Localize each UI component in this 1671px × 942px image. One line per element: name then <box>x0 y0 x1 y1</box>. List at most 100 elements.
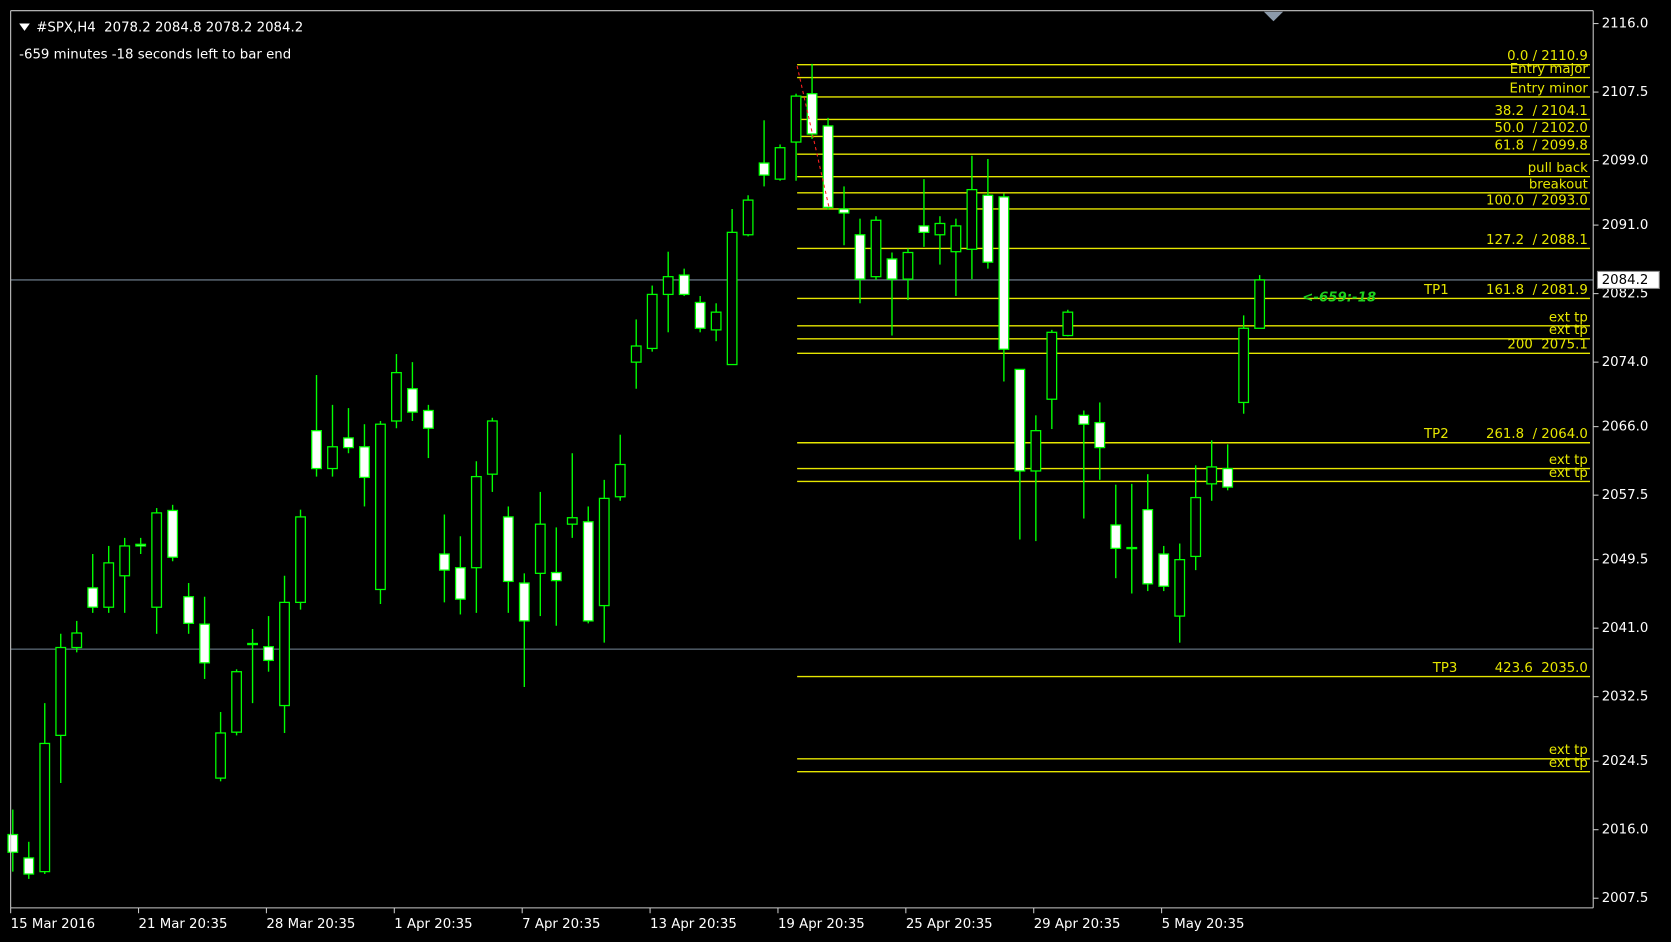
candle-body <box>1110 524 1122 549</box>
candle-body <box>678 274 690 296</box>
fib-level-label: 100.0 / 2093.0 <box>1486 193 1588 208</box>
candle-body <box>87 587 99 608</box>
candle-body <box>598 497 610 607</box>
candle-body <box>550 571 562 582</box>
fib-level-label: ext tp <box>1549 453 1588 468</box>
candle-body <box>1254 279 1266 329</box>
candle-body <box>1222 467 1234 488</box>
subtitle: -659 minutes -18 seconds left to bar end <box>19 47 291 62</box>
header: #SPX,H4 2078.2 2084.8 2078.2 2084.2 <box>36 21 303 36</box>
candle-body <box>998 196 1010 350</box>
candle-body <box>790 95 802 143</box>
candle-body <box>406 388 418 413</box>
candle-body <box>55 646 67 737</box>
y-tick-label: 2099.0 <box>1602 154 1649 169</box>
candle-body <box>822 125 834 208</box>
candle-body <box>1062 311 1074 337</box>
x-tick-label: 1 Apr 20:35 <box>394 917 472 932</box>
candle-body <box>854 234 866 280</box>
candle-body <box>39 742 51 873</box>
candle-body <box>534 523 546 574</box>
y-tick-label: 2074.0 <box>1602 355 1649 370</box>
candle-body <box>774 147 786 180</box>
candle-body <box>710 311 722 331</box>
fib-level-label: 161.8 / 2081.9 <box>1486 283 1588 298</box>
x-tick-label: 28 Mar 20:35 <box>266 917 355 932</box>
fib-level-label: Entry minor <box>1509 81 1588 96</box>
candle-body <box>470 475 482 569</box>
candle-body <box>295 516 306 604</box>
candle-body <box>1190 496 1202 558</box>
candle-body <box>934 222 946 236</box>
tp-tag: TP2 <box>1423 427 1449 442</box>
candle-body <box>518 582 530 622</box>
candle-body <box>918 225 930 233</box>
fib-level-label: ext tp <box>1549 310 1588 325</box>
fib-level-label: pull back <box>1528 161 1588 176</box>
candle-body <box>422 409 434 429</box>
candle-body <box>742 199 754 236</box>
candle-body <box>103 562 115 608</box>
candle-body <box>167 509 179 558</box>
candle-body <box>486 420 498 475</box>
candle-body <box>582 521 594 622</box>
candle-body <box>1174 559 1186 617</box>
fib-level-label: breakout <box>1529 177 1588 192</box>
candle-body <box>343 437 354 449</box>
candle-body <box>1078 414 1090 425</box>
menu-arrow <box>19 23 30 31</box>
y-tick-label: 2116.0 <box>1602 17 1649 32</box>
candle-body <box>806 93 818 135</box>
candle-body <box>614 463 626 498</box>
candle-body <box>7 833 19 853</box>
candle-body <box>1206 466 1218 485</box>
candle-body <box>454 567 466 600</box>
fib-level-label: 61.8 / 2099.8 <box>1494 139 1587 154</box>
candle-body <box>215 732 227 779</box>
x-tick-label: 25 Apr 20:35 <box>906 917 993 932</box>
fib-level-label: 127.2 / 2088.1 <box>1486 233 1588 248</box>
plot-area <box>7 63 1594 879</box>
candle-body <box>694 301 706 329</box>
candle-body <box>247 642 259 646</box>
candle-body <box>151 512 163 608</box>
candle-body <box>71 632 83 649</box>
y-tick-label: 2066.0 <box>1602 420 1649 435</box>
candle-body <box>886 258 898 280</box>
candle-body <box>391 371 402 422</box>
candle-body <box>263 646 274 662</box>
candle-body <box>375 423 386 591</box>
fib-level-label: ext tp <box>1549 743 1588 758</box>
candle-body <box>662 276 674 296</box>
current-price-label: 2084.2 <box>1602 273 1649 288</box>
candle-body <box>327 446 338 470</box>
candle-body <box>135 543 147 547</box>
y-tick-label: 2057.5 <box>1602 488 1649 503</box>
candle-body <box>838 208 850 214</box>
y-tick-label: 2016.0 <box>1602 823 1649 838</box>
x-tick-label: 21 Mar 20:35 <box>139 917 228 932</box>
y-tick-label: 2107.5 <box>1602 85 1649 100</box>
fib-level-label: ext tp <box>1549 756 1588 771</box>
y-tick-label: 2032.5 <box>1602 690 1649 705</box>
candle-body <box>1158 553 1170 587</box>
candle-body <box>23 857 35 875</box>
candle-body <box>1014 368 1026 472</box>
x-tick-label: 19 Apr 20:35 <box>778 917 865 932</box>
candle-body <box>502 516 514 583</box>
x-tick-label: 5 May 20:35 <box>1162 917 1245 932</box>
candle-body <box>566 517 578 525</box>
candle-body <box>758 162 770 176</box>
candle-body <box>119 545 131 577</box>
x-tick-label: 15 Mar 2016 <box>11 917 95 932</box>
y-tick-label: 2041.0 <box>1602 621 1649 636</box>
y-tick-label: 2091.0 <box>1602 218 1649 233</box>
y-tick-label: 2024.5 <box>1602 754 1649 769</box>
candle-body <box>630 345 642 363</box>
fib-level-label: ext tp <box>1549 323 1588 338</box>
countdown: <-659:-18 <box>1302 290 1376 305</box>
candle-body <box>1238 327 1250 404</box>
tp-tag: TP1 <box>1423 283 1449 298</box>
